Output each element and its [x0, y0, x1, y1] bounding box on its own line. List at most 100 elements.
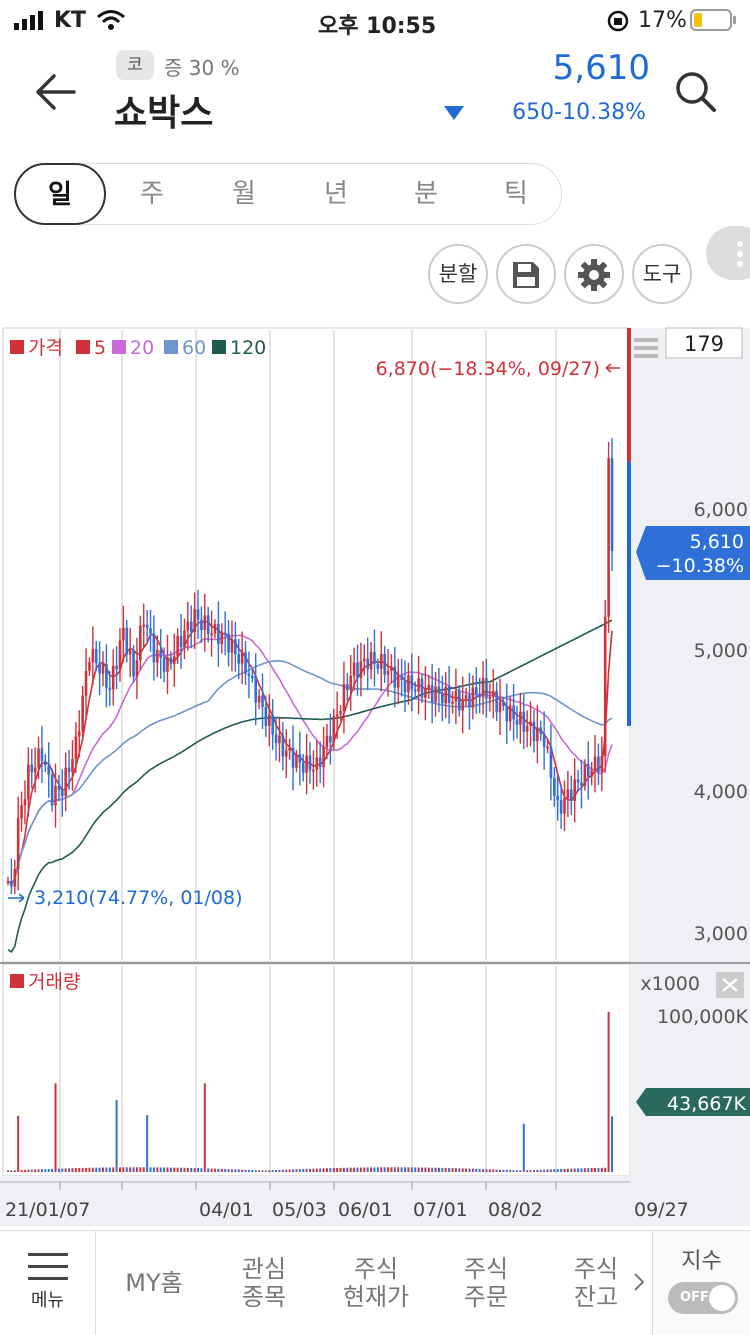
candle-body-83 — [288, 747, 291, 751]
volume-bar-173 — [594, 1167, 597, 1172]
split-button[interactable]: 분할 — [428, 244, 488, 304]
candle-body-20 — [74, 736, 78, 759]
candle-body-103 — [356, 662, 359, 678]
back-arrow-icon[interactable] — [34, 70, 78, 114]
volume-bar-58 — [203, 1083, 206, 1172]
low-marker-arrow — [8, 893, 25, 903]
volume-bar-63 — [220, 1168, 223, 1172]
bar-count: 179 — [684, 332, 724, 356]
candle-body-49 — [172, 656, 176, 664]
volume-bar-121 — [417, 1167, 420, 1172]
candle-body-121 — [417, 678, 420, 692]
volume-bar-40 — [142, 1167, 145, 1172]
volume-bar-166 — [570, 1168, 573, 1172]
nav-order[interactable]: 주식 주문 — [463, 1255, 509, 1311]
settings-button[interactable] — [564, 244, 624, 304]
more-vertical-icon — [737, 241, 743, 267]
volume-bar-29 — [105, 1167, 108, 1172]
volume-bar-177 — [607, 1011, 610, 1172]
candle-body-126 — [434, 686, 437, 703]
candle-body-85 — [295, 754, 298, 768]
stock-name[interactable]: 쇼박스 — [114, 93, 214, 134]
candle-body-71 — [247, 673, 251, 676]
candle-body-76 — [264, 706, 268, 726]
volume-bar-161 — [553, 1169, 556, 1172]
volume-bar-102 — [353, 1167, 356, 1172]
volume-bar-77 — [268, 1170, 271, 1172]
orientation-lock-icon — [607, 10, 629, 32]
candle-body-138 — [474, 687, 478, 694]
candle-body-161 — [553, 778, 556, 796]
candle-body-111 — [383, 653, 386, 675]
candle-body-108 — [373, 652, 376, 664]
menu-lines-icon[interactable] — [634, 338, 658, 358]
search-icon[interactable] — [674, 70, 718, 114]
volume-bar-126 — [434, 1167, 437, 1172]
volume-bar-125 — [431, 1167, 434, 1172]
volume-bar-88 — [305, 1168, 308, 1172]
nav-my-home[interactable]: MY홈 — [125, 1269, 183, 1297]
candle-body-91 — [315, 757, 319, 770]
stock-chart[interactable]: 가격 5 20 60 120 179 6,000 5,000 4,000 3,0… — [0, 326, 750, 1226]
x-tick-0401: 04/01 — [199, 1199, 254, 1221]
candle-body-9 — [37, 748, 40, 768]
volume-bar-117 — [404, 1167, 407, 1172]
high-marker-arrow — [605, 363, 620, 373]
volume-bar-150 — [515, 1170, 518, 1172]
volume-current: 43,667K — [667, 1093, 746, 1115]
nav-balance[interactable]: 주식 잔고 — [573, 1255, 619, 1311]
volume-current-label-bg — [636, 1088, 750, 1116]
price-axis: 6,000 5,000 4,000 3,000 — [694, 499, 748, 945]
candle-body-123 — [424, 688, 427, 698]
candle-body-155 — [532, 721, 536, 742]
volume-bar-155 — [532, 1169, 535, 1172]
candle-body-158 — [542, 734, 546, 747]
candle-body-82 — [284, 750, 288, 757]
tab-week[interactable]: 주 — [140, 179, 164, 209]
price-axis-panel — [630, 328, 750, 962]
volume-bar-83 — [288, 1169, 291, 1172]
index-toggle[interactable]: OFF — [668, 1282, 738, 1314]
tool-button[interactable]: 도구 — [632, 244, 692, 304]
candle-body-175 — [600, 756, 604, 772]
x-tick-0701: 07/01 — [413, 1199, 468, 1221]
candle-body-147 — [505, 706, 509, 722]
legend-ma5: 5 — [94, 337, 106, 359]
legend-swatch-price — [10, 340, 24, 354]
tab-minute[interactable]: 분 — [414, 179, 438, 209]
save-button[interactable] — [496, 244, 556, 304]
volume-bar-145 — [499, 1169, 502, 1172]
volume-bar-20 — [74, 1168, 77, 1172]
candle-body-127 — [437, 686, 441, 694]
tab-tick[interactable]: 틱 — [504, 179, 528, 209]
volume-bar-38 — [135, 1167, 138, 1172]
volume-bar-65 — [227, 1169, 230, 1172]
volume-bar-16 — [61, 1168, 64, 1172]
candle-body-50 — [176, 635, 179, 657]
nav-current-price[interactable]: 주식 현재가 — [342, 1255, 410, 1311]
tab-month[interactable]: 월 — [232, 179, 256, 209]
side-handle[interactable] — [706, 226, 750, 280]
candle-body-77 — [267, 714, 271, 726]
volume-bar-152 — [522, 1123, 525, 1172]
chevron-right-icon[interactable] — [632, 1271, 646, 1293]
bar-count-box[interactable] — [665, 327, 743, 359]
candle-body-112 — [386, 670, 390, 675]
candle-body-66 — [230, 639, 234, 653]
volume-bar-48 — [169, 1167, 172, 1172]
volume-bar-139 — [478, 1168, 481, 1172]
tab-year[interactable]: 년 — [324, 179, 348, 209]
candle-body-65 — [227, 633, 230, 653]
candle-body-159 — [546, 746, 549, 749]
candle-body-169 — [580, 782, 583, 786]
menu-button[interactable]: 메뉴 — [0, 1231, 96, 1335]
nav-watchlist[interactable]: 관심 종목 — [241, 1255, 287, 1311]
volume-bar-28 — [102, 1167, 105, 1172]
candle-body-69 — [240, 652, 244, 664]
tab-day[interactable]: 일 — [14, 163, 106, 225]
save-icon — [513, 262, 539, 288]
clock: 오후 10:55 — [318, 14, 437, 39]
candle-body-14 — [54, 785, 57, 806]
candle-body-64 — [223, 632, 227, 635]
x-tick-0601: 06/01 — [338, 1199, 393, 1221]
